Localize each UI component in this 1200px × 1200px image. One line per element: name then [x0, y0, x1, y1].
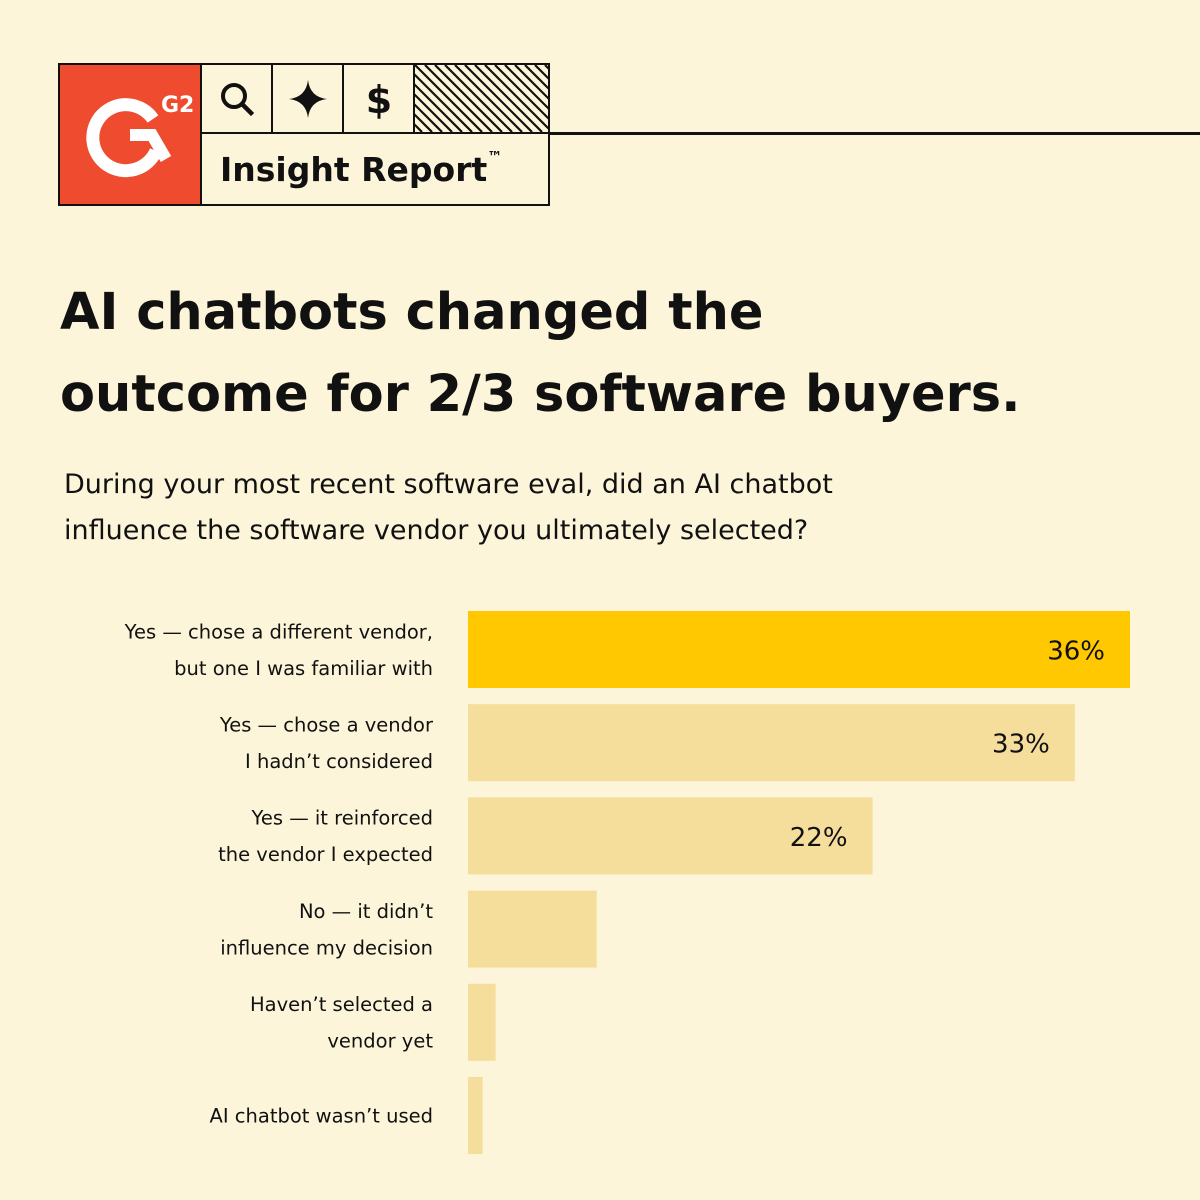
header-rule	[550, 132, 1200, 135]
report-badge: G2 $	[58, 63, 550, 206]
bar-1	[468, 611, 1130, 688]
logo-superscript: G2	[161, 93, 194, 118]
trademark-symbol: ™	[487, 148, 503, 166]
question-line-2: influence the software vendor you ultima…	[64, 515, 809, 546]
headline-line-1: AI chatbots changed the	[60, 283, 764, 342]
category-label-2-line-2: I hadn’t considered	[245, 750, 433, 773]
bar-6	[468, 1077, 483, 1154]
report-name: Insight Report	[220, 149, 488, 189]
svg-text:$: $	[365, 78, 391, 121]
sparkle-icon	[273, 65, 344, 132]
category-label-1-line-2: but one I was familiar with	[174, 657, 433, 680]
value-label-1: 36%	[1047, 637, 1105, 667]
category-label-2-line-1: Yes — chose a vendor	[219, 713, 434, 736]
bar-5	[468, 983, 496, 1061]
bar-2	[468, 704, 1075, 782]
hatch-pattern	[415, 65, 548, 132]
category-label-4-line-2: influence my decision	[220, 936, 433, 959]
value-label-3: 22%	[790, 823, 848, 853]
headline: AI chatbots changed the outcome for 2/3 …	[60, 272, 1180, 436]
category-label-4-line-1: No — it didn’t	[299, 900, 433, 923]
category-label-3-line-1: Yes — it reinforced	[251, 807, 433, 830]
survey-question: During your most recent software eval, d…	[64, 462, 1164, 554]
category-label-6-line-1: AI chatbot wasn’t used	[210, 1105, 433, 1128]
question-line-1: During your most recent software eval, d…	[64, 469, 833, 500]
g2-logo-mark: G2	[86, 93, 194, 178]
category-label-5-line-2: vendor yet	[327, 1030, 433, 1053]
dollar-icon: $	[344, 65, 415, 132]
bar-3	[468, 797, 873, 875]
category-label-1-line-1: Yes — chose a different vendor,	[124, 620, 433, 643]
icon-row: $	[202, 65, 548, 134]
bar-4	[468, 890, 597, 968]
search-icon	[202, 65, 273, 132]
report-title: Insight Report ™	[202, 134, 548, 204]
category-label-5-line-1: Haven’t selected a	[250, 993, 433, 1016]
headline-line-2: outcome for 2/3 software buyers.	[60, 365, 1021, 424]
g2-logo: G2	[60, 65, 202, 204]
value-label-2: 33%	[992, 730, 1050, 760]
category-label-3-line-2: the vendor I expected	[218, 843, 433, 866]
